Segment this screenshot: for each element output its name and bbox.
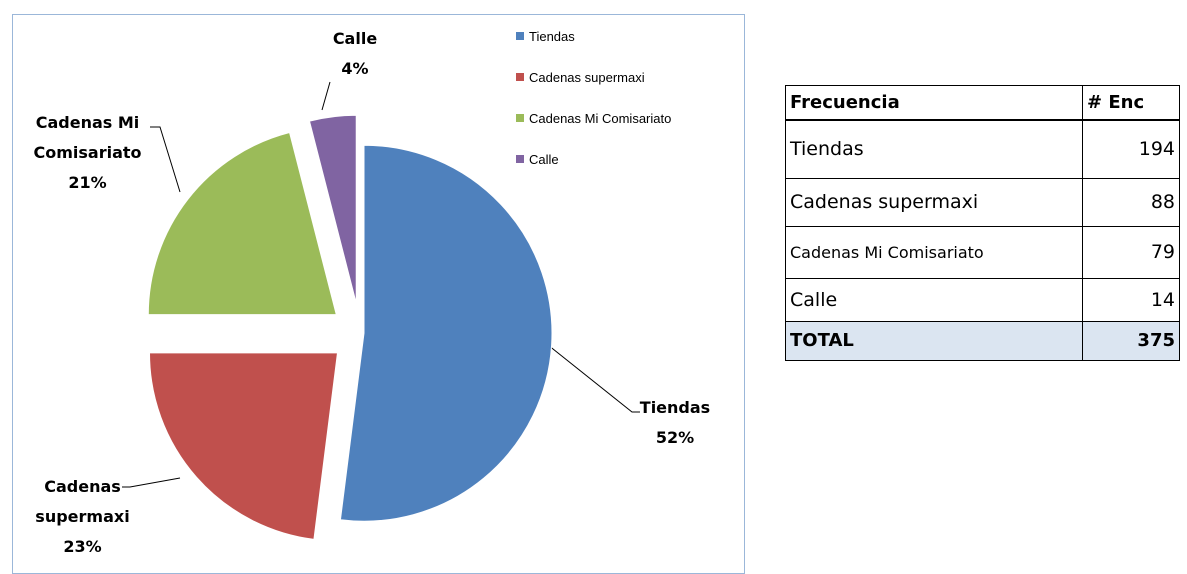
data-label: Tiendas 52% (620, 393, 730, 453)
cell: Cadenas Mi Comisariato (785, 225, 1083, 279)
table: Frecuencia # Enc Tiendas 194 Cadenas supe… (785, 85, 1180, 361)
leader-line (150, 126, 181, 193)
label-name: Cadenas Mi Comisariato (33, 113, 142, 162)
chart: Tiendas Cadenas supermaxi Cadenas Mi Comis… (122, 29, 671, 540)
label-value: 23% (63, 537, 102, 556)
legend-label: Tiendas (529, 29, 575, 44)
label-name: Calle (332, 29, 378, 48)
label-value: 21% (68, 173, 107, 192)
pie-slice (339, 144, 553, 522)
header-cell: # Enc (1082, 85, 1180, 121)
pie-slice (147, 131, 337, 316)
table-header: Frecuencia # Enc (785, 85, 1180, 121)
label-name: Tiendas (639, 398, 711, 417)
legend-swatch (516, 73, 524, 81)
legend-label: Calle (529, 152, 559, 167)
header-cell: Frecuencia (785, 85, 1083, 121)
table-row: Cadenas Mi Comisariato 79 (785, 225, 1180, 279)
cell: 79 (1082, 225, 1180, 279)
table-row: Calle 14 (785, 277, 1180, 322)
cell: Calle (785, 277, 1083, 322)
table-row: Cadenas supermaxi 88 (785, 177, 1180, 227)
table-total: TOTAL 375 (785, 320, 1180, 361)
pie-slice (148, 352, 339, 540)
cell: 194 (1082, 119, 1180, 179)
table-row: Tiendas 194 (785, 119, 1180, 179)
cell: Tiendas (785, 119, 1083, 179)
label-value: 4% (341, 59, 369, 78)
data-label: Cadenas supermaxi 23% (30, 472, 135, 562)
legend-label: Cadenas supermaxi (529, 70, 645, 85)
pie-slice (308, 114, 357, 304)
leader-line (122, 477, 181, 488)
legend-label: Cadenas Mi Comisariato (529, 111, 671, 126)
cell: Cadenas supermaxi (785, 177, 1083, 227)
legend-swatch (516, 155, 524, 163)
cell: 14 (1082, 277, 1180, 322)
leader-lines (122, 81, 640, 488)
leader-line (547, 344, 640, 413)
data-label: Calle 4% (315, 24, 395, 84)
cell: 375 (1082, 320, 1180, 361)
label-name: Cadenas supermaxi (35, 477, 130, 526)
cell: 88 (1082, 177, 1180, 227)
cell: TOTAL (785, 320, 1083, 361)
label-value: 52% (655, 428, 695, 447)
leader-line (321, 81, 331, 111)
legend-swatch (516, 32, 524, 40)
legend-swatch (516, 114, 524, 122)
data-label: Cadenas Mi Comisariato 21% (20, 108, 155, 198)
